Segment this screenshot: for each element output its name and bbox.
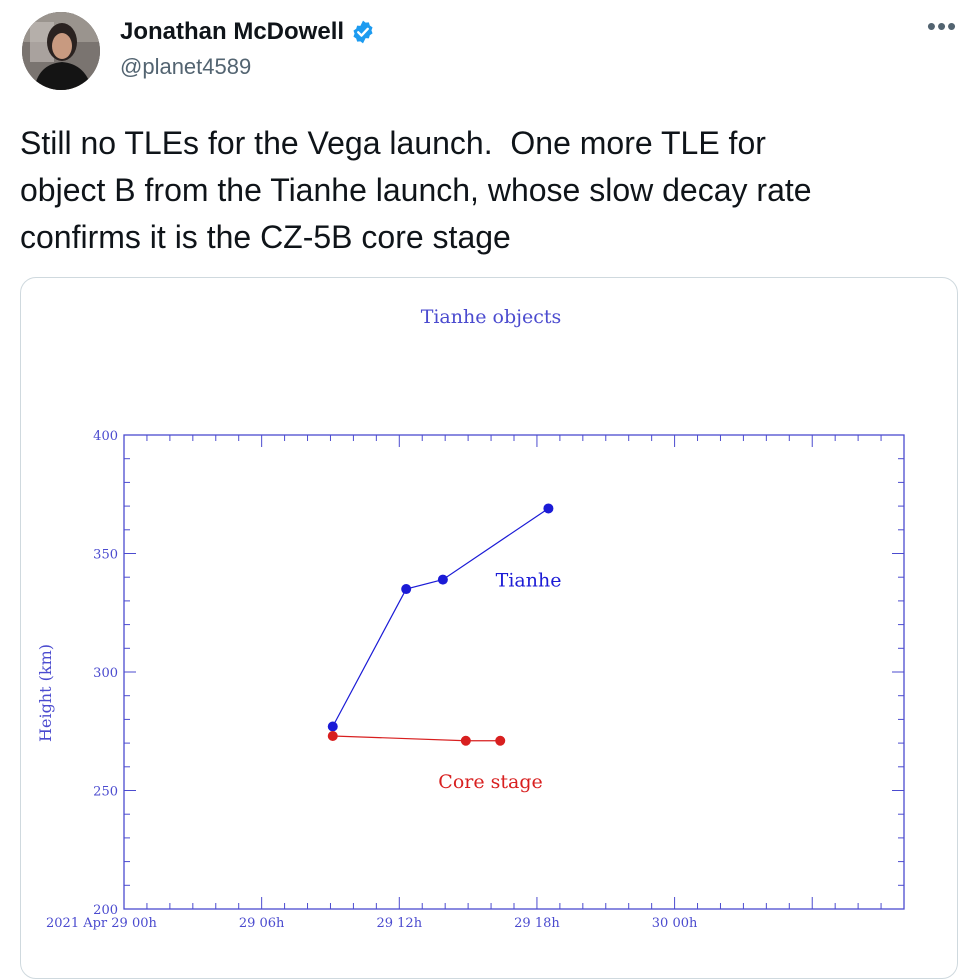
x-tick-label: 30 00h: [652, 916, 698, 931]
x-tick-label: 29 12h: [376, 916, 422, 931]
plot-frame: [123, 434, 905, 910]
x-tick-label: 29 06h: [239, 916, 285, 931]
avatar[interactable]: [22, 12, 100, 90]
tweet-text: Still no TLEs for the Vega launch. One m…: [20, 125, 812, 255]
data-point-tianhe: [401, 584, 412, 595]
chart-title: Tianhe objects: [421, 306, 562, 328]
y-tick-label: 200: [93, 903, 118, 918]
data-point-tianhe: [437, 574, 448, 585]
more-horizontal-icon[interactable]: •••: [926, 11, 958, 41]
series-line-tianhe: [332, 507, 549, 727]
data-point-core-stage: [460, 735, 471, 746]
data-point-core-stage: [327, 730, 338, 741]
series-label-tianhe: Tianhe: [496, 570, 562, 592]
y-tick-label: 250: [93, 785, 118, 800]
y-axis-label: Height (km): [36, 644, 55, 742]
y-tick-label: 350: [93, 548, 118, 563]
series-line-core-stage: [332, 735, 501, 742]
data-point-core-stage: [495, 735, 506, 746]
author-handle[interactable]: @planet4589: [120, 54, 252, 79]
verified-badge-icon: [353, 20, 373, 44]
data-point-tianhe: [543, 503, 554, 514]
y-tick-label: 300: [93, 666, 118, 681]
data-point-tianhe: [327, 721, 338, 732]
x-tick-label: 29 18h: [514, 916, 560, 931]
y-tick-label: 400: [93, 429, 118, 444]
x-tick-label: 2021 Apr 29 00h: [46, 916, 157, 931]
series-label-core-stage: Core stage: [438, 771, 542, 793]
author-name[interactable]: Jonathan McDowell: [120, 18, 345, 45]
author-block: Jonathan McDowell: [120, 18, 376, 46]
chart: Tianhe objects 200 250 300 350 400 2021 Apr 2…: [36, 306, 905, 931]
tweet-media-chart[interactable]: Tianhe objects 200 250 300 350 400 2021 Apr 2…: [20, 277, 958, 979]
